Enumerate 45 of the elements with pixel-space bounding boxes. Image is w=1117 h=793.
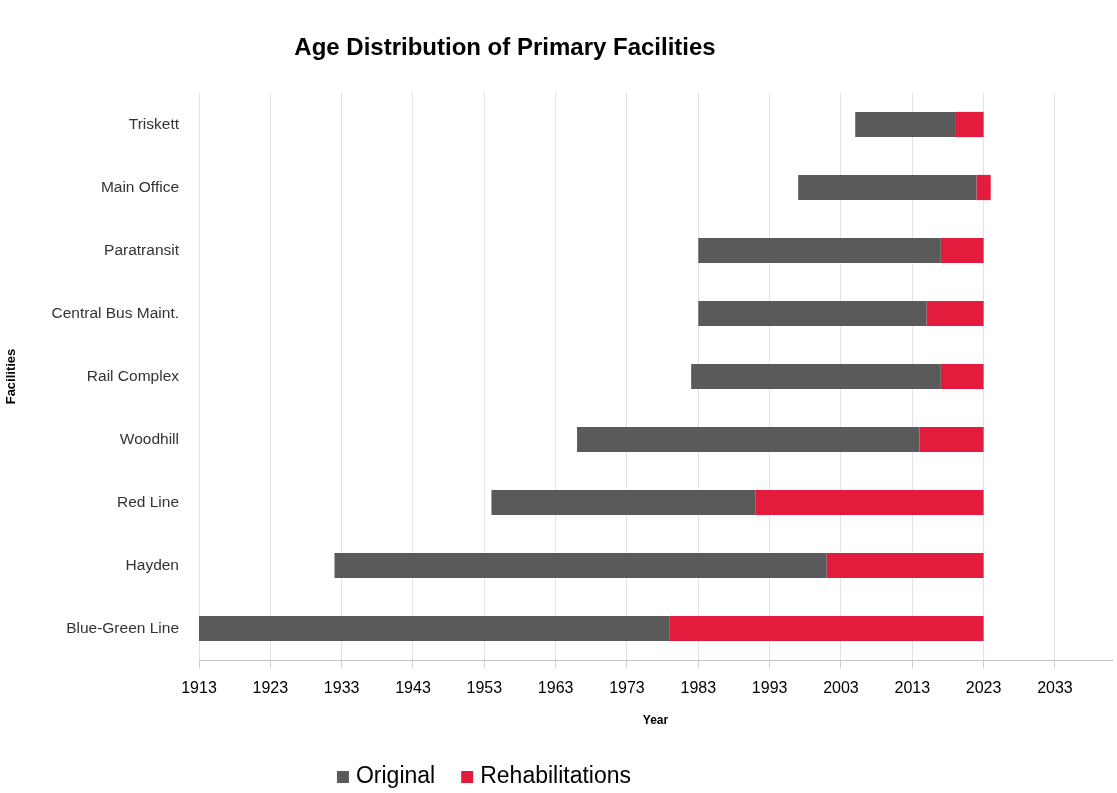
bar bbox=[926, 300, 984, 327]
x-tick-label: 1963 bbox=[537, 679, 574, 697]
y-tick-label: Main Office bbox=[100, 177, 179, 195]
bar bbox=[919, 426, 984, 453]
y-tick-label: Red Line bbox=[116, 492, 179, 510]
bar bbox=[755, 489, 984, 516]
x-axis-title: Year bbox=[642, 713, 669, 728]
chart-title: Age Distribution of Primary Facilities bbox=[294, 32, 716, 60]
x-tick-label: 1953 bbox=[466, 679, 503, 697]
legend-label: Original bbox=[355, 762, 436, 789]
bar bbox=[940, 237, 984, 264]
legend-label: Rehabilitations bbox=[480, 762, 632, 789]
y-tick-label: Rail Complex bbox=[86, 366, 180, 384]
x-tick-label: 1993 bbox=[751, 679, 788, 697]
y-tick-label: Blue-Green Line bbox=[66, 618, 179, 636]
x-tick-label: 2013 bbox=[894, 679, 931, 697]
x-tick-label: 1913 bbox=[181, 679, 217, 697]
x-tick-label: 2003 bbox=[823, 679, 859, 697]
y-tick-label: Central Bus Maint. bbox=[51, 303, 179, 321]
bar bbox=[334, 552, 827, 579]
x-tick-label: 1973 bbox=[609, 679, 645, 697]
bar bbox=[955, 111, 984, 138]
y-tick-label: Paratransit bbox=[104, 240, 180, 258]
y-axis-title: Facilities bbox=[3, 348, 19, 405]
bar bbox=[199, 615, 670, 642]
bar bbox=[855, 111, 956, 138]
x-tick-label: 2023 bbox=[965, 679, 1002, 697]
bar bbox=[491, 489, 756, 516]
bar bbox=[940, 363, 984, 390]
bar bbox=[826, 552, 984, 579]
bar bbox=[577, 426, 920, 453]
bar bbox=[669, 615, 984, 642]
y-tick-label: Triskett bbox=[128, 114, 180, 132]
y-tick-label: Woodhill bbox=[119, 429, 179, 447]
x-tick-label: 1933 bbox=[323, 679, 360, 697]
bar bbox=[698, 237, 941, 264]
y-tick-label: Hayden bbox=[125, 555, 179, 573]
x-tick-label: 2033 bbox=[1037, 679, 1073, 697]
x-tick-label: 1983 bbox=[680, 679, 717, 697]
bar bbox=[691, 363, 941, 390]
x-tick-label: 1943 bbox=[395, 679, 431, 697]
bar bbox=[798, 174, 977, 201]
x-tick-label: 1923 bbox=[252, 679, 289, 697]
bar bbox=[976, 174, 991, 201]
bar bbox=[698, 300, 927, 327]
